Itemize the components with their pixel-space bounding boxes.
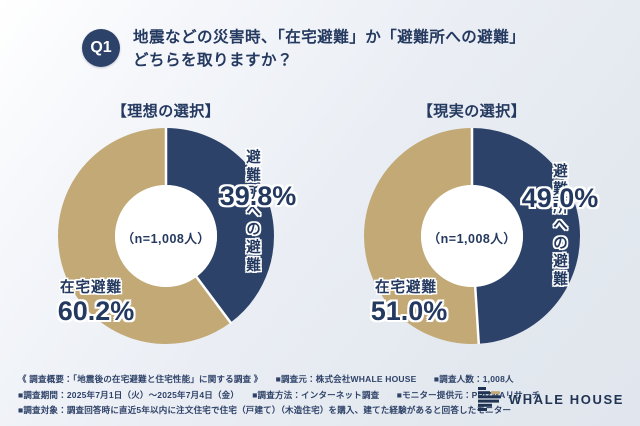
value-shelter-evacuation: 39.8%: [219, 181, 297, 211]
chart-ideal-heading: 【理想の選択】: [111, 103, 221, 120]
label-home-evacuation: 在宅避難: [60, 280, 122, 296]
chart-real-choice: 【現実の選択】 避難所への避難 49.0% （n=1,008人） 在宅避難 51…: [364, 103, 598, 345]
chart-real-heading: 【現実の選択】: [417, 103, 527, 120]
value-home-evacuation: 60.2%: [57, 296, 135, 326]
value-shelter-evacuation: 49.0%: [521, 183, 599, 213]
whale-house-logo: WHALE HOUSE: [477, 387, 624, 412]
value-home-evacuation: 51.0%: [370, 296, 448, 326]
question-title-line2: どちらを取りますか？: [133, 52, 294, 69]
question-number-badge: Q1: [82, 29, 120, 67]
question-header: Q1 地震などの災害時、「在宅避難」か「避難所への避難」 どちらを取りますか？: [82, 26, 525, 72]
question-title: 地震などの災害時、「在宅避難」か「避難所への避難」 どちらを取りますか？: [133, 26, 525, 72]
label-shelter-evacuation: 避難所への避難: [553, 164, 569, 288]
question-title-line1: 地震などの災害時、「在宅避難」か「避難所への避難」: [133, 29, 526, 46]
survey-overview-line: 《 調査概要：「地震後の在宅避難と住宅性能」に関する調査 》 ■調査元：株式会社…: [18, 374, 514, 384]
whale-icon: [477, 387, 501, 411]
sample-size-note: （n=1,008人）: [427, 232, 517, 246]
label-home-evacuation: 在宅避難: [375, 280, 437, 296]
survey-details: 《 調査概要：「地震後の在宅避難と住宅性能」に関する調査 》 ■調査元：株式会社…: [18, 372, 541, 419]
donut-chart-ideal: [58, 127, 274, 344]
whale-house-logo-text: WHALE HOUSE: [508, 392, 624, 407]
label-shelter-evacuation: 避難所への 避難: [246, 150, 262, 274]
sample-size-note: （n=1,008人）: [121, 232, 211, 246]
chart-ideal-choice: 【理想の選択】 避難所への 避難 39.8% （n=1,008人） 在宅避難 6…: [57, 103, 296, 344]
survey-target-line: ■調査対象：調査回答時に直近5年以内に注文住宅で住宅（戸建て）（木造住宅）を購入…: [18, 405, 512, 415]
survey-period-line: ■調査期間：2025年7月1日（火）～2025年7月4日（金） ■調査方法：イン…: [18, 389, 541, 400]
donut-chart-real: [364, 127, 580, 345]
